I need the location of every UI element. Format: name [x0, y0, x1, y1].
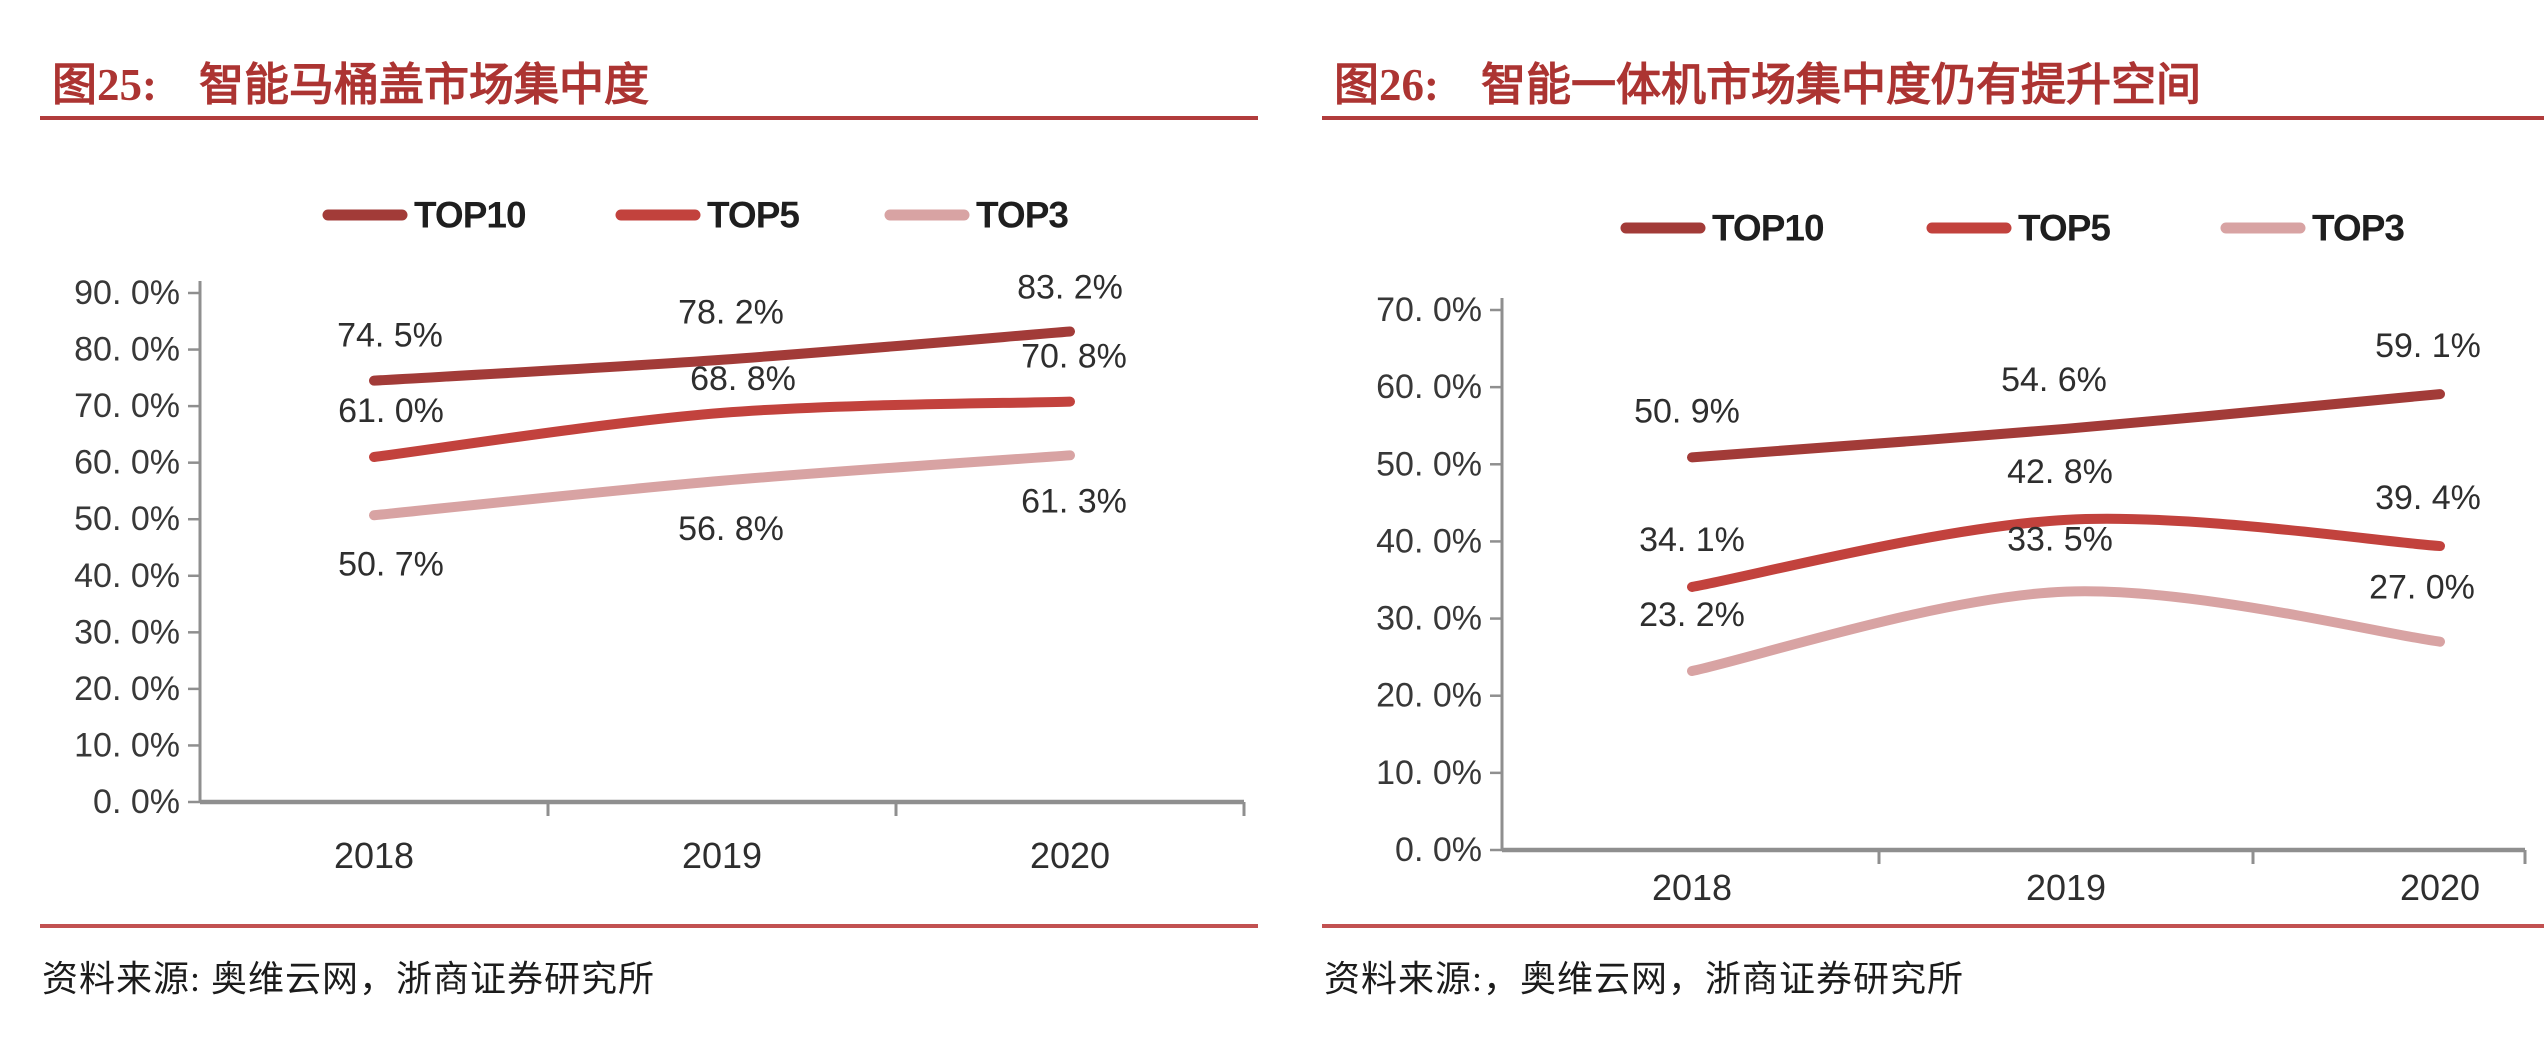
y-tick-label: 30. 0% — [1376, 600, 1482, 638]
y-tick-label: 50. 0% — [1376, 445, 1482, 483]
data-label-top10-2019: 54. 6% — [2001, 361, 2107, 399]
y-tick-label: 50. 0% — [74, 500, 180, 538]
legend-label-top10: TOP10 — [414, 195, 526, 236]
series-line-top10 — [1687, 389, 2445, 463]
figure-25-source-note: 资料来源: 奥维云网，浙商证券研究所 — [42, 959, 656, 999]
y-tick-label: 80. 0% — [74, 331, 180, 369]
legend-label-top3: TOP3 — [976, 195, 1068, 236]
data-label-top3-2018: 50. 7% — [338, 545, 444, 583]
legend-label-top5: TOP5 — [2018, 208, 2110, 249]
data-label-top5-2019: 68. 8% — [690, 360, 796, 398]
x-tick-label: 2019 — [682, 835, 762, 876]
data-label-top3-2020: 61. 3% — [1021, 482, 1127, 520]
figure-26-title-text: 智能一体机市场集中度仍有提升空间 — [1481, 60, 2202, 110]
figure-25-title-underline — [40, 116, 1258, 120]
y-tick-label: 40. 0% — [1376, 522, 1482, 560]
data-label-top5-2020: 70. 8% — [1021, 338, 1127, 376]
y-tick-label: 10. 0% — [1376, 754, 1482, 792]
y-tick-label: 10. 0% — [74, 726, 180, 764]
y-tick-label: 60. 0% — [1376, 368, 1482, 406]
data-label-top5-2018: 34. 1% — [1639, 521, 1745, 559]
figure-26-panel: 图26: 智能一体机市场集中度仍有提升空间 0. 0% 10. 0% 20. 0% 3… — [1322, 0, 2544, 1042]
y-tick-label: 20. 0% — [1376, 677, 1482, 715]
figure-25-title-text: 智能马桶盖市场集中度 — [199, 60, 650, 110]
figure-26-title-row: 图26: 智能一体机市场集中度仍有提升空间 — [1334, 48, 2201, 113]
figure-25-label: 图25: — [52, 60, 157, 110]
figure-26-source-divider — [1322, 924, 2544, 928]
x-tick-label: 2018 — [1652, 867, 1732, 908]
data-label-top10-2018: 74. 5% — [337, 317, 443, 355]
y-tick-label: 0. 0% — [93, 783, 180, 821]
x-tick-label: 2020 — [2400, 867, 2480, 908]
series-line-top5 — [369, 396, 1075, 463]
legend-label-top3: TOP3 — [2312, 208, 2404, 249]
figure-25-title-row: 图25: 智能马桶盖市场集中度 — [52, 48, 649, 113]
series-line-top3 — [1687, 586, 2445, 677]
x-tick-label: 2018 — [334, 835, 414, 876]
figure-26-label: 图26: — [1334, 60, 1439, 110]
x-tick-label: 2020 — [1030, 835, 1110, 876]
y-tick-label: 40. 0% — [74, 557, 180, 595]
y-axis: 0. 0% 10. 0% 20. 0% 30. 0% 40. 0% 50. 0% 60. 0… — [1376, 291, 1504, 869]
y-tick-label: 70. 0% — [1376, 291, 1482, 329]
data-label-top3-2019: 33. 5% — [2007, 521, 2113, 559]
figure-25-source-divider — [40, 924, 1258, 928]
y-tick-label: 70. 0% — [74, 387, 180, 425]
legend: TOP10 TOP5 TOP3 — [322, 195, 1069, 236]
data-label-top5-2019: 42. 8% — [2007, 453, 2113, 491]
legend-label-top10: TOP10 — [1712, 208, 1824, 249]
figure-25-panel: 图25: 智能马桶盖市场集中度 0. 0% 10. 0% 20. 0% 30. 0% 4… — [40, 0, 1258, 1042]
x-axis: 2018 2019 2020 — [200, 799, 1246, 876]
figure-26-source-note: 资料来源:，奥维云网，浙商证券研究所 — [1324, 959, 1965, 999]
x-tick-label: 2019 — [2026, 867, 2106, 908]
data-label-top10-2020: 83. 2% — [1017, 268, 1123, 306]
figure-26-title-underline — [1322, 116, 2544, 120]
all-in-one-concentration-line-chart: 0. 0% 10. 0% 20. 0% 30. 0% 40. 0% 50. 0% 60. 0… — [1376, 208, 2527, 908]
toilet-lid-concentration-line-chart: 0. 0% 10. 0% 20. 0% 30. 0% 40. 0% 50. 0% 60. 0… — [74, 195, 1246, 876]
data-label-top3-2020: 27. 0% — [2369, 569, 2475, 607]
data-label-top10-2020: 59. 1% — [2375, 327, 2481, 365]
data-label-top5-2018: 61. 0% — [338, 392, 444, 430]
data-label-top5-2020: 39. 4% — [2375, 479, 2481, 517]
series-line-top5 — [1687, 513, 2445, 592]
series-line-top3 — [369, 450, 1075, 521]
y-tick-label: 60. 0% — [74, 444, 180, 482]
data-label-top10-2018: 50. 9% — [1634, 392, 1740, 430]
y-axis: 0. 0% 10. 0% 20. 0% 30. 0% 40. 0% 50. 0% 60. 0… — [74, 274, 202, 821]
series-line-top10 — [369, 326, 1075, 386]
legend-label-top5: TOP5 — [707, 195, 799, 236]
x-axis: 2018 2019 2020 — [1502, 847, 2527, 908]
y-tick-label: 30. 0% — [74, 613, 180, 651]
data-label-top10-2019: 78. 2% — [678, 294, 784, 332]
y-tick-label: 20. 0% — [74, 670, 180, 708]
y-tick-label: 0. 0% — [1395, 831, 1482, 869]
legend: TOP10 TOP5 TOP3 — [1620, 208, 2405, 249]
data-label-top3-2018: 23. 2% — [1639, 596, 1745, 634]
data-label-top3-2019: 56. 8% — [678, 510, 784, 548]
y-tick-label: 90. 0% — [74, 274, 180, 312]
